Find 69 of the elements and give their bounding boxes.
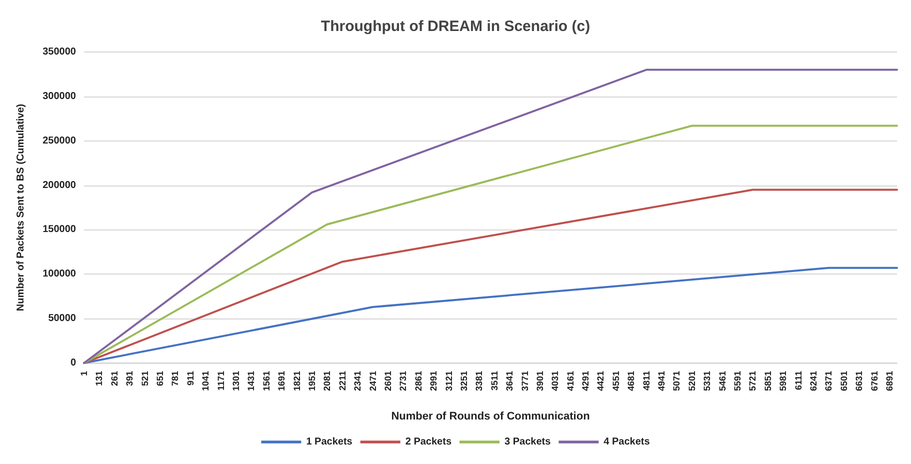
x-tick-label: 4941 — [656, 371, 667, 392]
x-tick-label: 2861 — [413, 371, 424, 392]
x-tick-label: 781 — [170, 371, 180, 386]
legend-label: 3 Packets — [504, 436, 552, 448]
y-tick-label: 250000 — [42, 135, 76, 146]
x-tick-label: 6891 — [884, 371, 895, 392]
x-tick-label: 5721 — [748, 371, 758, 392]
x-tick-label: 5071 — [672, 371, 682, 392]
x-tick-label: 3771 — [520, 371, 530, 392]
x-tick-label: 4551 — [610, 371, 621, 392]
x-tick-label: 2991 — [428, 371, 439, 392]
x-tick-label: 1041 — [200, 371, 211, 392]
x-axis-title: Number of Rounds of Communication — [391, 410, 590, 422]
x-tick-label: 5981 — [778, 371, 788, 392]
y-tick-label: 0 — [70, 358, 76, 368]
x-tick-label: 5591 — [732, 371, 743, 392]
x-tick-label: 3121 — [444, 371, 454, 392]
x-tick-label: 1691 — [276, 371, 287, 392]
legend-label: 2 Packets — [405, 436, 452, 448]
x-tick-label: 1301 — [230, 371, 241, 392]
x-tick-label: 261 — [109, 371, 120, 386]
x-tick-label: 1561 — [261, 371, 272, 392]
x-tick-label: 3381 — [474, 371, 484, 392]
y-axis-title: Number of Packets Sent to BS (Cumulative) — [16, 104, 26, 312]
x-tick-label: 2471 — [368, 371, 378, 392]
x-tick-label: 4421 — [596, 371, 606, 392]
x-tick-label: 6371 — [824, 371, 834, 392]
x-tick-label: 521 — [140, 371, 150, 386]
x-tick-label: 5461 — [717, 371, 728, 392]
x-tick-label: 3641 — [504, 371, 515, 392]
x-tick-label: 4031 — [550, 371, 560, 392]
x-tick-label: 2081 — [322, 371, 332, 392]
y-tick-label: 350000 — [42, 46, 76, 58]
x-tick-label: 6761 — [869, 371, 880, 392]
x-tick-label: 1821 — [292, 371, 302, 392]
x-tick-label: 5201 — [686, 371, 697, 392]
x-tick-label: 4681 — [626, 371, 636, 392]
x-tick-label: 2341 — [352, 371, 363, 392]
legend-label: 1 Packets — [306, 436, 353, 448]
x-tick-label: 5331 — [702, 371, 712, 392]
x-tick-label: 1431 — [246, 371, 256, 392]
y-tick-label: 300000 — [42, 90, 76, 102]
x-tick-label: 3901 — [534, 371, 545, 392]
x-tick-label: 3251 — [458, 371, 469, 392]
x-tick-label: 391 — [124, 371, 135, 386]
x-tick-label: 4291 — [580, 371, 591, 392]
x-tick-label: 2601 — [382, 371, 393, 392]
y-tick-label: 100000 — [42, 268, 76, 280]
legend-label: 4 Packets — [604, 436, 650, 448]
y-tick-label: 150000 — [42, 224, 76, 236]
x-tick-label: 3511 — [489, 371, 500, 391]
x-tick-label: 6111 — [793, 371, 804, 390]
x-tick-label: 6501 — [838, 371, 849, 392]
x-tick-label: 4811 — [641, 371, 652, 391]
x-tick-label: 2731 — [398, 371, 408, 392]
y-tick-label: 200000 — [42, 180, 76, 191]
x-tick-label: 1951 — [306, 371, 317, 392]
x-tick-label: 1 — [79, 371, 89, 376]
x-tick-label: 131 — [94, 371, 104, 386]
x-tick-label: 651 — [154, 371, 165, 386]
y-tick-label: 50000 — [48, 313, 76, 324]
chart-title: Throughput of DREAM in Scenario (c) — [320, 18, 590, 35]
x-tick-label: 6631 — [854, 371, 864, 392]
x-tick-label: 5851 — [762, 371, 773, 392]
x-tick-label: 1171 — [216, 371, 226, 391]
x-tick-label: 6241 — [808, 371, 819, 392]
x-tick-label: 4161 — [565, 371, 576, 392]
x-tick-label: 2211 — [337, 371, 348, 391]
x-tick-label: 911 — [185, 371, 196, 386]
